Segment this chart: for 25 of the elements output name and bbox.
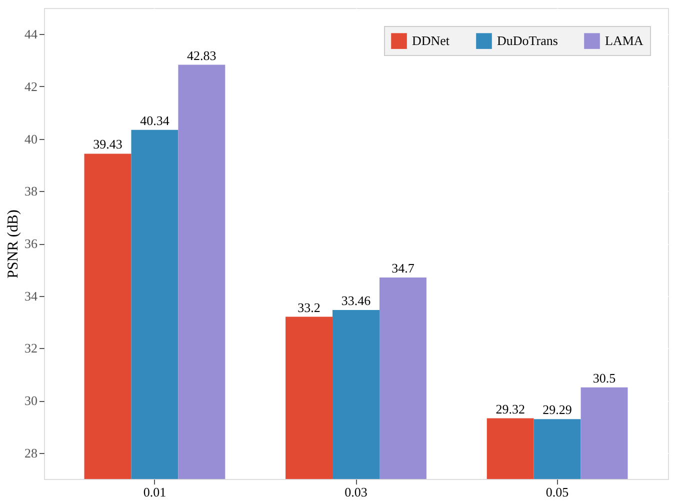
y-tick-label: 42 <box>24 79 38 94</box>
x-tick-label: 0.03 <box>344 484 368 500</box>
y-axis-title: PSNR (dB) <box>6 210 22 278</box>
data-label: 29.29 <box>542 402 572 418</box>
data-label: 29.32 <box>496 401 525 416</box>
legend-label: DuDoTrans <box>497 33 558 48</box>
y-tick-label: 44 <box>24 26 38 42</box>
data-label: 30.5 <box>592 370 616 386</box>
y-tick-label: 38 <box>24 184 38 199</box>
data-label: 34.7 <box>392 260 415 276</box>
y-tick-label: 28 <box>24 445 38 460</box>
y-tick-label: 36 <box>24 236 38 251</box>
legend-label: DDNet <box>412 33 450 48</box>
data-label: 39.43 <box>93 136 122 152</box>
x-tick-label: 0.01 <box>143 484 166 500</box>
data-label: 42.83 <box>187 48 216 63</box>
y-tick-label: 34 <box>24 288 38 304</box>
x-tick-label: 0.05 <box>546 484 569 500</box>
data-label: 33.46 <box>341 292 372 308</box>
data-label: 40.34 <box>140 112 170 128</box>
legend-label: LAMA <box>605 33 644 48</box>
data-label: 33.2 <box>298 300 320 315</box>
y-tick-label: 40 <box>24 131 38 146</box>
y-tick-label: 32 <box>24 340 38 356</box>
y-tick-label: 30 <box>24 393 38 408</box>
